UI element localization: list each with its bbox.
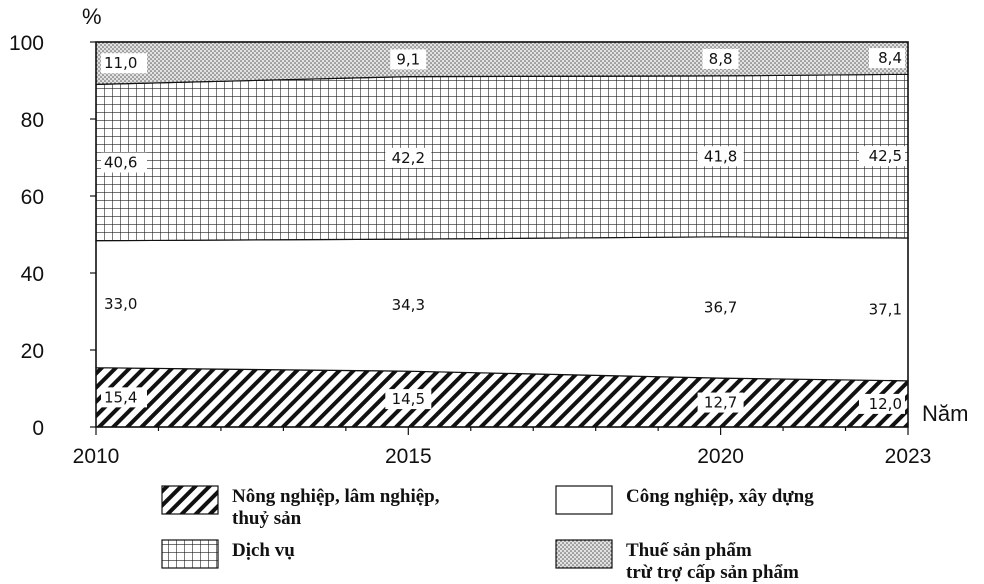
y-tick-label: 100 [9, 32, 44, 55]
data-label: 11,0 [104, 54, 137, 72]
data-label-background [385, 389, 432, 410]
data-label: 15,4 [104, 388, 137, 406]
data-label: 40,6 [104, 154, 137, 172]
legend-swatch-dots [555, 539, 613, 569]
y-tick-label: 0 [32, 417, 44, 440]
data-label: 34,3 [392, 296, 425, 314]
data-label-background [859, 146, 905, 167]
data-label: 8,8 [709, 50, 733, 68]
legend-label-line2: thuỷ sản [232, 508, 302, 529]
plot-frame [95, 41, 909, 428]
data-label-background [101, 387, 147, 408]
chart-areas [95, 41, 909, 428]
data-label-background [101, 152, 147, 173]
area-series-3 [95, 73, 909, 242]
data-label: 42,5 [869, 147, 902, 165]
x-axis-title: Năm [922, 401, 968, 426]
data-label-background [101, 53, 147, 74]
data-label: 42,2 [392, 149, 425, 167]
y-tick-label: 60 [21, 186, 44, 209]
x-tick-label: 2020 [697, 445, 744, 468]
data-label-background [859, 393, 905, 414]
area-series-2 [95, 236, 909, 382]
data-label: 33,0 [104, 295, 137, 313]
legend: Nông nghiệp, lâm nghiệp,thuỷ sản Công ngh… [161, 485, 814, 583]
legend-label: Thuế sản phẩm [626, 540, 752, 561]
data-label: 37,1 [869, 300, 902, 318]
data-label: 41,8 [704, 147, 737, 165]
data-label-background [385, 147, 432, 168]
data-label-background [697, 392, 744, 413]
legend-label: Nông nghiệp, lâm nghiệp, [232, 486, 440, 507]
y-tick-label: 40 [21, 263, 44, 286]
y-axis-ticks: 0 20 40 60 80 100 [9, 32, 96, 440]
data-label: 12,0 [869, 395, 902, 413]
data-label: 9,1 [396, 50, 420, 68]
legend-swatch-grid [161, 539, 219, 569]
x-tick-label: 2023 [885, 445, 932, 468]
x-axis-ticks: 2010 2015 2020 2023 [73, 427, 932, 468]
data-label: 36,7 [704, 298, 737, 316]
data-label-background [869, 48, 905, 69]
x-tick-label: 2010 [73, 445, 120, 468]
x-tick-label: 2015 [385, 445, 432, 468]
y-tick-label: 80 [21, 109, 44, 132]
legend-swatch-blank [555, 485, 613, 515]
y-axis-title: % [82, 4, 102, 29]
data-label: 12,7 [704, 394, 737, 412]
data-label: 14,5 [392, 390, 425, 408]
legend-label: Dịch vụ [232, 540, 295, 561]
data-label: 8,4 [878, 49, 902, 67]
data-labels: 15,4 14,5 12,7 12,0 33,0 34,3 36,7 37,1 40,6 42,2… [101, 48, 905, 414]
legend-swatch-hatch [161, 485, 219, 515]
legend-label: Công nghiệp, xây dựng [626, 486, 814, 507]
y-tick-label: 20 [21, 340, 44, 363]
data-label-background [390, 49, 427, 70]
data-label-background [697, 146, 744, 167]
data-label-background [702, 48, 739, 69]
legend-label-line2: trừ trợ cấp sản phẩm [626, 562, 799, 583]
